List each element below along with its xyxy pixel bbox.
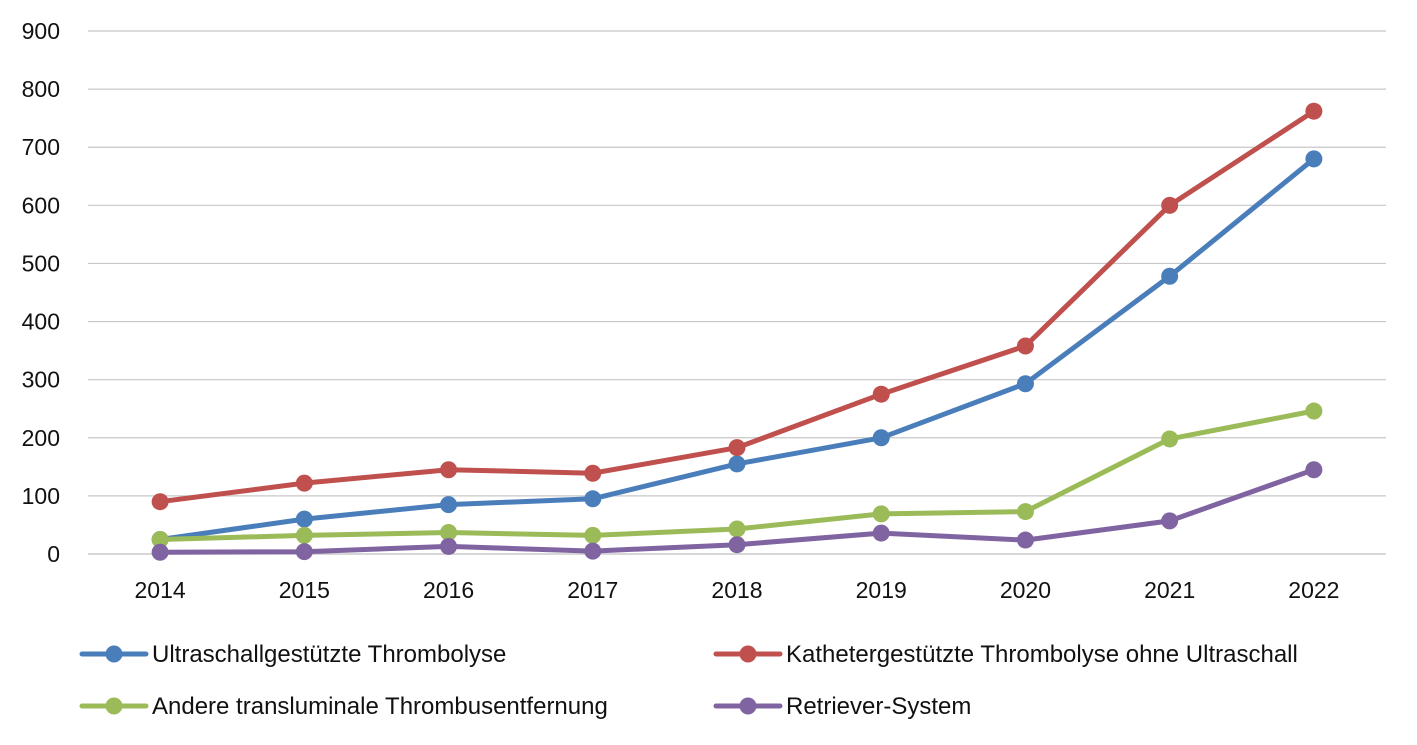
- data-point: [151, 543, 169, 561]
- y-tick-label: 700: [22, 134, 60, 160]
- legend-item: Kathetergestützte Thrombolyse ohne Ultra…: [713, 641, 1298, 668]
- data-point: [728, 536, 746, 554]
- data-point: [1305, 150, 1323, 168]
- data-point: [1016, 375, 1034, 393]
- legend: Ultraschallgestützte Thrombolyse Katheter…: [79, 641, 1298, 720]
- series-layer: [151, 102, 1323, 561]
- data-point: [1305, 102, 1323, 120]
- legend-label: Retriever-System: [786, 693, 971, 720]
- legend-swatch-marker: [105, 697, 123, 715]
- legend-swatch-marker: [739, 645, 757, 663]
- data-point: [440, 523, 458, 541]
- series-4: [151, 461, 1323, 561]
- data-point: [1016, 337, 1034, 355]
- y-tick-label: 800: [22, 76, 60, 102]
- y-tick-label: 100: [22, 483, 60, 509]
- x-tick-label: 2015: [279, 577, 330, 603]
- y-tick-label: 200: [22, 425, 60, 451]
- y-tick-label: 500: [22, 250, 60, 276]
- data-point: [440, 496, 458, 514]
- x-tick-label: 2018: [711, 577, 762, 603]
- legend-item: Andere transluminale Thrombusentfernung: [79, 693, 608, 720]
- data-point: [728, 439, 746, 457]
- series-line: [157, 408, 1317, 542]
- data-point: [584, 490, 602, 508]
- x-tick-label: 2016: [423, 577, 474, 603]
- legend-swatch-marker: [739, 697, 757, 715]
- data-point: [872, 505, 890, 523]
- gridlines: [88, 30, 1386, 555]
- legend-swatch-marker: [105, 645, 123, 663]
- data-point: [295, 543, 313, 561]
- data-point: [872, 524, 890, 542]
- data-point: [1016, 531, 1034, 549]
- data-point: [440, 537, 458, 555]
- data-point: [584, 526, 602, 544]
- series-3: [151, 402, 1323, 548]
- data-point: [151, 493, 169, 511]
- data-point: [295, 526, 313, 544]
- data-point: [872, 385, 890, 403]
- data-point: [1161, 512, 1179, 530]
- data-point: [728, 455, 746, 473]
- data-point: [584, 464, 602, 482]
- data-point: [1161, 267, 1179, 285]
- y-tick-label: 600: [22, 192, 60, 218]
- y-tick-label: 900: [22, 18, 60, 44]
- x-tick-label: 2014: [135, 577, 186, 603]
- x-axis: 2014 2015 2016 2017 2018 2019 2020 2021 2022: [135, 577, 1340, 603]
- y-tick-label: 400: [22, 309, 60, 335]
- data-point: [440, 461, 458, 479]
- data-point: [1305, 402, 1323, 420]
- x-tick-label: 2021: [1144, 577, 1195, 603]
- y-axis-ticks: 0 100 200 300 400 500 600 700 800 900: [22, 18, 60, 567]
- data-point: [1305, 461, 1323, 479]
- data-point: [295, 510, 313, 528]
- x-tick-label: 2019: [856, 577, 907, 603]
- data-point: [1161, 430, 1179, 448]
- data-point: [728, 520, 746, 538]
- y-tick-label: 0: [47, 541, 60, 567]
- x-tick-label: 2020: [1000, 577, 1051, 603]
- data-point: [1016, 503, 1034, 521]
- data-point: [584, 542, 602, 560]
- y-tick-label: 300: [22, 367, 60, 393]
- data-point: [295, 474, 313, 492]
- series-2: [151, 102, 1323, 511]
- legend-label: Andere transluminale Thrombusentfernung: [152, 693, 608, 720]
- legend-label: Kathetergestützte Thrombolyse ohne Ultra…: [786, 641, 1298, 668]
- data-point: [1161, 196, 1179, 214]
- legend-item: Retriever-System: [713, 693, 971, 720]
- data-point: [151, 530, 169, 548]
- x-tick-label: 2017: [567, 577, 618, 603]
- legend-item: Ultraschallgestützte Thrombolyse: [79, 641, 506, 668]
- legend-label: Ultraschallgestützte Thrombolyse: [152, 641, 506, 668]
- series-1: [151, 150, 1323, 548]
- data-point: [872, 429, 890, 447]
- x-tick-label: 2022: [1288, 577, 1339, 603]
